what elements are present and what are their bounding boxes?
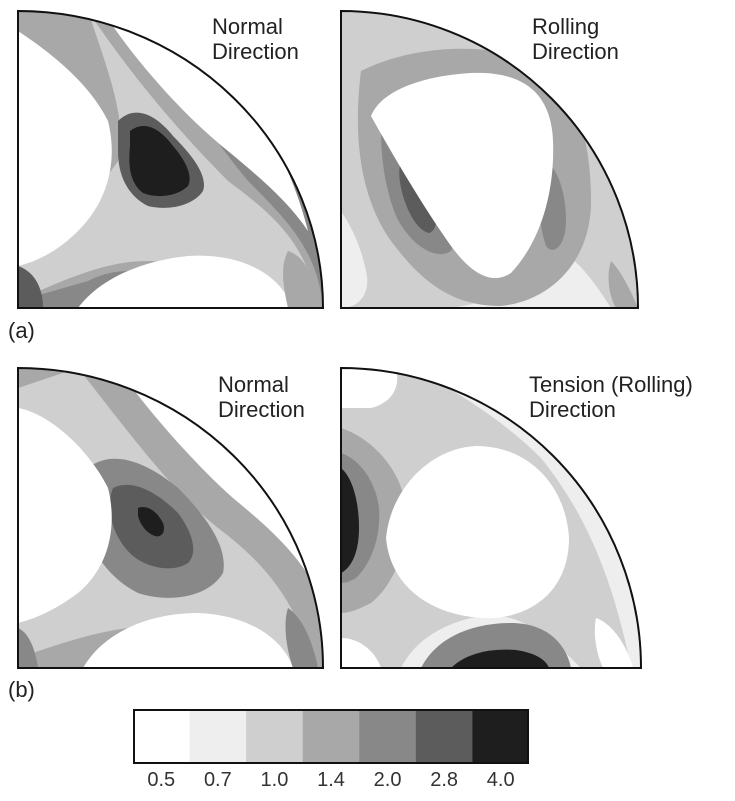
row-label-b: (b)	[8, 677, 35, 702]
pole-figure-b-tension	[340, 366, 643, 669]
legend-swatch-4	[359, 709, 417, 764]
panel-title-b-normal: Normal Direction	[218, 372, 305, 422]
panel-title-line: Direction	[212, 39, 299, 64]
legend-swatch-5	[415, 709, 473, 764]
legend-tick-label: 4.0	[486, 769, 515, 791]
legend-swatch-6	[472, 709, 529, 764]
panel-title-b-tension: Tension (Rolling) Direction	[529, 372, 693, 422]
legend-swatch-0	[133, 709, 191, 764]
panel-title-line: Direction	[532, 39, 619, 64]
panel-title-a-rolling: Rolling Direction	[532, 14, 619, 64]
legend-swatch-1	[189, 709, 247, 764]
legend-colorbar	[133, 709, 529, 764]
legend-swatch-2	[246, 709, 304, 764]
pole-figure-a-rolling-svg	[340, 9, 640, 309]
panel-title-line: Tension (Rolling)	[529, 372, 693, 397]
pole-figure-a-normal	[17, 9, 325, 309]
legend-tick-label: 2.0	[373, 769, 402, 791]
pole-figure-a-rolling	[340, 9, 640, 309]
panel-title-a-normal: Normal Direction	[212, 14, 299, 64]
row-label-a: (a)	[8, 318, 35, 343]
legend-border	[133, 709, 529, 764]
legend-tick-label: 1.4	[317, 769, 345, 791]
panel-title-line: Normal	[212, 14, 283, 39]
pole-figure-a-normal-svg	[17, 9, 325, 309]
legend-tick-labels: 0.5 0.7 1.0 1.4 2.0 2.8 4.0	[133, 769, 533, 795]
pole-figure-b-normal	[17, 366, 325, 669]
panel-title-line: Normal	[218, 372, 289, 397]
legend-tick-label: 0.5	[147, 769, 176, 791]
legend-tick-label: 0.7	[203, 769, 232, 791]
legend-tick-label: 2.8	[430, 769, 459, 791]
legend-tick-label: 1.0	[260, 769, 289, 791]
panel-title-line: Direction	[218, 397, 305, 422]
panel-title-line: Direction	[529, 397, 616, 422]
pole-figure-b-normal-svg	[17, 366, 325, 669]
panel-title-line: Rolling	[532, 14, 600, 39]
pole-figure-b-tension-svg	[340, 366, 643, 669]
legend-swatch-3	[302, 709, 360, 764]
